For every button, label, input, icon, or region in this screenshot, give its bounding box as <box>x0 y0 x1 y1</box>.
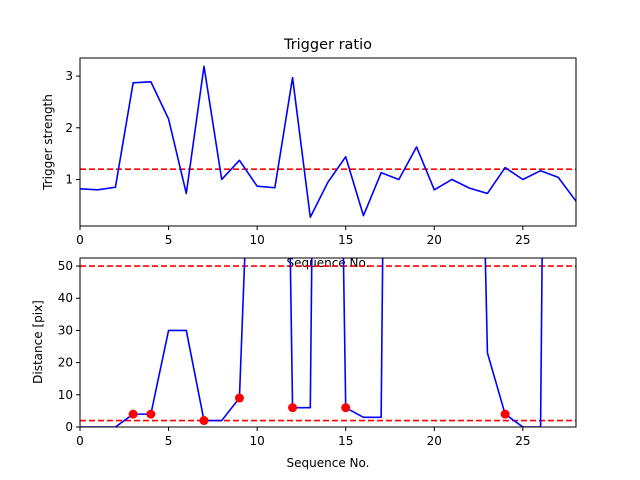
trigger-point <box>199 416 209 426</box>
trigger-point <box>500 409 510 419</box>
y-tick-label: 0 <box>65 420 73 434</box>
x-ticks: 0 5 10 15 20 25 <box>76 427 530 448</box>
x-tick-label: 5 <box>165 434 173 448</box>
x-axis-label: Sequence No. <box>287 456 370 470</box>
distance-chart: 0 5 10 15 20 25 0 10 20 30 40 50 Sequence No. Dist… <box>31 257 577 470</box>
chart-title: Trigger ratio <box>283 37 372 53</box>
y-tick-label: 40 <box>58 291 73 305</box>
plot-frame <box>79 257 577 428</box>
series-line <box>80 65 576 219</box>
x-tick-label: 15 <box>338 434 353 448</box>
trigger-point <box>288 403 298 413</box>
plot-frame <box>79 57 577 227</box>
y-axis-label: Trigger strength <box>41 94 55 191</box>
y-ticks: 1 2 3 <box>65 69 80 186</box>
plot-lines <box>80 65 576 219</box>
y-axis-label: Distance [pix] <box>31 300 45 384</box>
x-tick-label: 5 <box>165 233 173 247</box>
x-tick-label: 0 <box>76 434 84 448</box>
x-tick-label: 25 <box>515 233 530 247</box>
x-tick-label: 0 <box>76 233 84 247</box>
x-tick-label: 15 <box>338 233 353 247</box>
x-tick-label: 20 <box>427 434 442 448</box>
x-tick-label: 10 <box>250 233 265 247</box>
series-line <box>80 258 543 427</box>
y-tick-label: 30 <box>58 323 73 337</box>
x-tick-label: 10 <box>250 434 265 448</box>
y-tick-label: 2 <box>65 121 73 135</box>
x-tick-label: 25 <box>515 434 530 448</box>
plot-lines <box>80 258 576 427</box>
trigger-point <box>146 409 156 419</box>
trigger-point <box>234 393 244 403</box>
y-tick-label: 3 <box>65 69 73 83</box>
y-tick-label: 20 <box>58 356 73 370</box>
y-tick-label: 10 <box>58 388 73 402</box>
y-tick-label: 1 <box>65 172 73 186</box>
x-ticks: 0 5 10 15 20 25 <box>76 226 530 247</box>
y-tick-label: 50 <box>58 259 73 273</box>
y-ticks: 0 10 20 30 40 50 <box>58 259 80 434</box>
x-tick-label: 20 <box>427 233 442 247</box>
trigger-point <box>128 409 138 419</box>
trigger-point <box>341 403 351 413</box>
